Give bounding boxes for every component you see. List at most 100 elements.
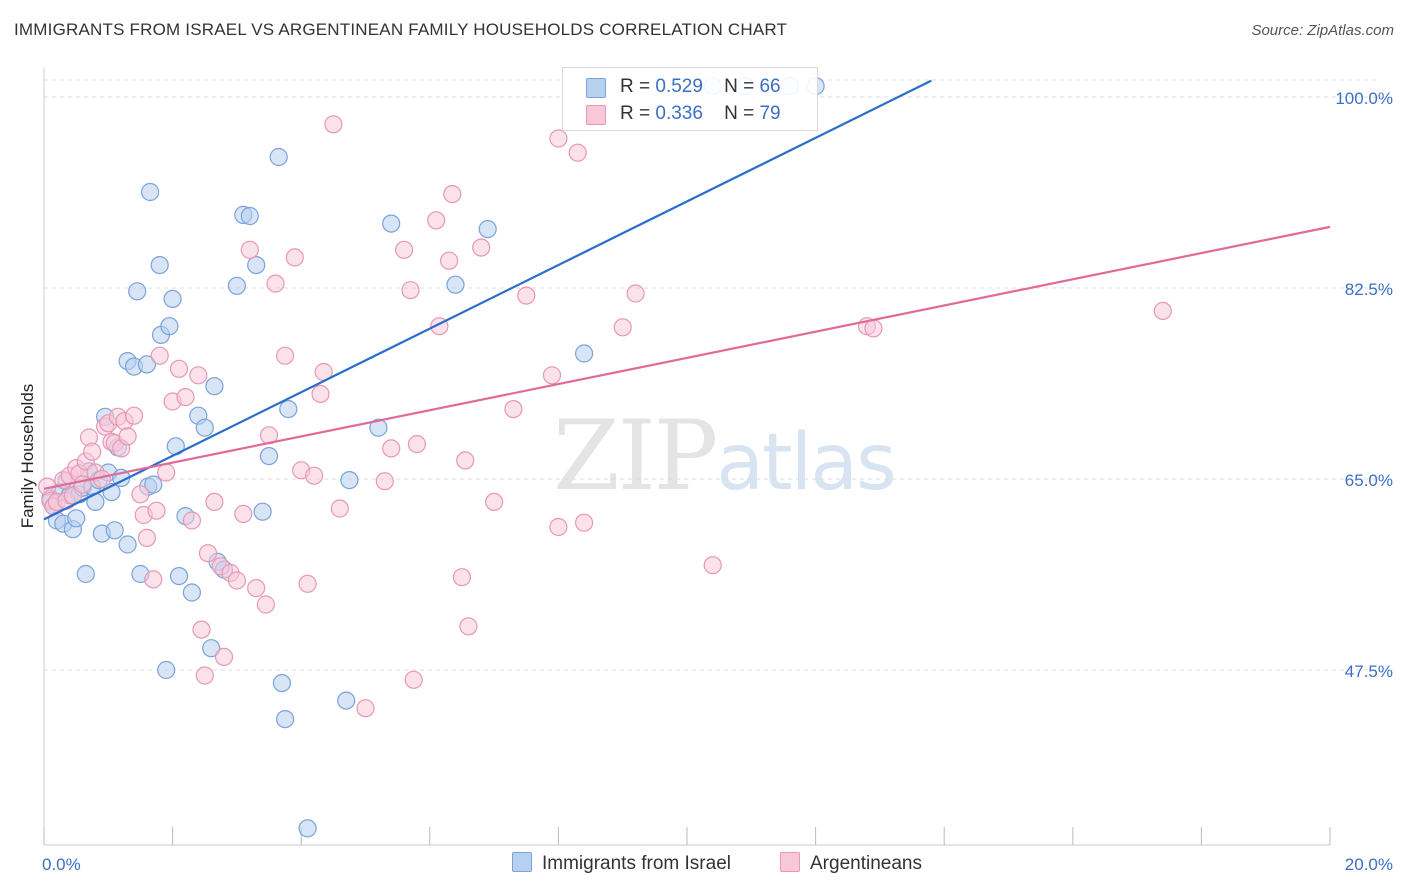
- argentinean-point: [517, 286, 536, 305]
- arg-n-value: 79: [759, 103, 781, 124]
- israel-point: [340, 471, 359, 490]
- argentinean-point: [182, 511, 201, 530]
- argentinean-point: [118, 427, 137, 446]
- trend-lines: [43, 79, 1331, 521]
- argentinean-point: [456, 451, 475, 470]
- israel-point: [382, 214, 401, 233]
- argentinean-point: [395, 240, 414, 259]
- argentinean-point: [285, 248, 304, 267]
- argentinean-point: [256, 595, 275, 614]
- israel-point: [160, 317, 179, 336]
- argentinean-point: [73, 475, 92, 494]
- israel-point: [128, 282, 147, 301]
- argentinean-point: [549, 129, 568, 148]
- axes: [43, 68, 1331, 846]
- israel-point: [478, 220, 497, 239]
- israel-point: [446, 275, 465, 294]
- x-tick-label: 20.0%: [1345, 855, 1393, 874]
- argentinean-point: [176, 388, 195, 407]
- israel-point: [157, 660, 176, 680]
- argentinean-point: [356, 699, 375, 718]
- watermark: ZIPatlas: [553, 400, 897, 512]
- y-tick-label: 82.5%: [1345, 280, 1393, 299]
- argentinean-point: [459, 617, 478, 636]
- y-tick-label: 100.0%: [1335, 89, 1393, 108]
- israel-point: [240, 206, 259, 226]
- argentinean-point: [240, 240, 259, 259]
- argentinean-point: [205, 492, 224, 511]
- israel-point: [369, 418, 388, 437]
- legend-stats: R = 0.529 N = 66 R = 0.336 N = 79: [562, 67, 818, 131]
- argentinean-trend-line: [43, 225, 1331, 490]
- israel-point: [276, 709, 295, 729]
- argentinean-point: [1153, 301, 1172, 320]
- israel-point: [169, 566, 189, 586]
- israel-point: [337, 691, 356, 710]
- argentinean-point: [574, 513, 594, 532]
- israel-point: [574, 344, 594, 363]
- argentinean-point: [144, 570, 163, 589]
- argentinean-point: [192, 620, 211, 639]
- israel-point: [227, 276, 246, 295]
- israel-point: [144, 475, 163, 494]
- argentinean-point: [198, 544, 218, 563]
- israel-swatch: [586, 78, 606, 98]
- israel-point: [259, 447, 279, 466]
- israel-n-value: 66: [759, 76, 781, 97]
- israel-point: [202, 639, 221, 658]
- y-tick-label: 65.0%: [1345, 471, 1393, 490]
- argentinean-point: [324, 115, 343, 134]
- israel-point: [150, 256, 169, 275]
- legend-item-israel[interactable]: Immigrants from Israel: [512, 852, 731, 875]
- argentinean-point: [147, 501, 166, 520]
- y-tick-label: 47.5%: [1345, 662, 1393, 681]
- legend-series: Immigrants from Israel Argentineans: [0, 852, 1406, 878]
- watermark-atlas: atlas: [716, 418, 896, 508]
- argentinean-point: [542, 366, 562, 385]
- x-tick-label: 0.0%: [42, 855, 81, 874]
- watermark-zip: ZIP: [553, 400, 718, 512]
- israel-point: [67, 509, 86, 528]
- data-points: [38, 76, 1172, 838]
- argentinean-point: [472, 238, 491, 257]
- argentinean-point: [311, 384, 330, 403]
- argentinean-point: [137, 528, 156, 548]
- legend-israel-swatch: [512, 852, 532, 872]
- argentinean-point: [382, 439, 401, 458]
- argentinean-point: [549, 517, 568, 537]
- argentinean-point: [131, 485, 150, 504]
- arg-n-label: N =: [724, 103, 755, 124]
- source-label: Source: ZipAtlas.com: [1251, 22, 1394, 39]
- argentinean-point: [485, 492, 504, 511]
- argentinean-point: [83, 442, 102, 461]
- y-axis-label: Family Households: [18, 383, 37, 529]
- argentinean-point: [305, 466, 324, 485]
- israel-point: [272, 673, 291, 693]
- legend-arg-label: Argentineans: [810, 853, 922, 874]
- israel-point: [137, 355, 156, 374]
- argentinean-point: [330, 499, 349, 518]
- israel-point: [298, 819, 317, 838]
- argentinean-point: [195, 666, 214, 685]
- argentinean-point: [440, 251, 459, 270]
- argentinean-point: [568, 143, 587, 162]
- arg-r-label: R =: [620, 103, 651, 124]
- israel-point: [163, 289, 182, 308]
- israel-r-label: R =: [620, 76, 651, 97]
- argentinean-point: [504, 400, 523, 419]
- argentinean-point: [124, 406, 144, 425]
- argentinean-point: [214, 647, 234, 667]
- legend-item-argentineans[interactable]: Argentineans: [780, 852, 922, 875]
- israel-point: [105, 521, 124, 540]
- tick-labels: 100.0% 82.5% 65.0% 47.5% 0.0% 20.0%: [42, 89, 1393, 874]
- argentinean-point: [298, 574, 317, 593]
- argentinean-point: [169, 359, 189, 378]
- argentinean-point: [452, 568, 471, 587]
- israel-trend-line: [43, 79, 932, 521]
- israel-point: [195, 418, 214, 437]
- legend-israel-label: Immigrants from Israel: [542, 853, 731, 874]
- argentinean-point: [427, 211, 446, 230]
- chart-title: IMMIGRANTS FROM ISRAEL VS ARGENTINEAN FA…: [14, 20, 788, 39]
- argentinean-point: [864, 319, 883, 338]
